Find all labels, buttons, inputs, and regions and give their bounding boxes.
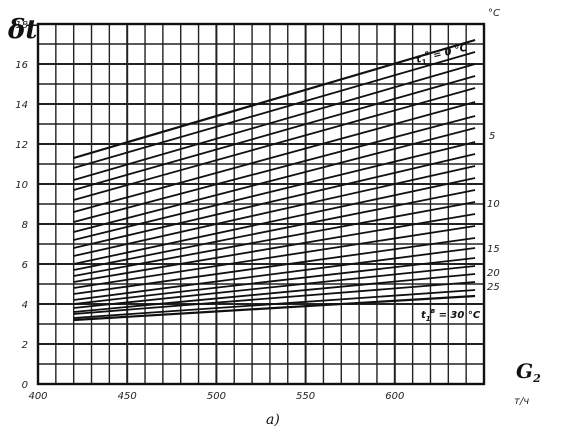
y-tick-label: 6	[22, 260, 28, 271]
bottom-curve-label: t1в = 30 °C	[421, 307, 481, 323]
y-tick-label: 0	[22, 380, 28, 391]
series-line-11	[73, 165, 476, 257]
series-line-1	[73, 38, 476, 160]
series-line-16	[73, 225, 476, 289]
y-tick-label: 14	[15, 100, 28, 111]
y-tick-label: 8	[22, 220, 28, 231]
x-tick-label: 400	[28, 391, 47, 402]
series-line-20	[73, 265, 476, 309]
side-label-20: 20	[487, 268, 500, 279]
series-line-4	[73, 75, 476, 191]
y-tick-label: 4	[22, 300, 28, 311]
side-label-15: 15	[487, 244, 500, 255]
series-line-7	[73, 115, 476, 223]
series-line-17	[73, 237, 476, 295]
series-line-12	[73, 177, 476, 265]
series-line-18	[73, 247, 476, 301]
x-axis-unit: т/ч	[514, 396, 529, 407]
series-line-23	[73, 289, 476, 319]
series-line-8	[73, 127, 476, 233]
series-line-15	[73, 213, 476, 283]
tick-labels: 400 450 500 550 600 0 2 4 6 8 10 12 14 16 18	[15, 20, 404, 402]
series-line-21	[73, 273, 476, 313]
side-label-25: 25	[487, 282, 500, 293]
x-tick-label: 550	[296, 391, 315, 402]
x-tick-label: 500	[207, 391, 226, 402]
y-axis-unit: °C	[488, 8, 500, 19]
y-tick-label: 12	[15, 140, 28, 151]
series-lines	[73, 38, 476, 322]
y-tick-label: 10	[15, 180, 28, 191]
side-label-10: 10	[487, 199, 500, 210]
grid	[36, 22, 486, 386]
x-tick-label: 600	[385, 391, 404, 402]
series-line-10	[73, 153, 476, 249]
y-tick-label: 2	[22, 340, 28, 351]
series-line-13	[73, 189, 476, 271]
y-axis-label: δt	[7, 15, 37, 45]
series-line-5	[73, 87, 476, 201]
y-tick-label: 18	[15, 20, 28, 31]
series-line-19	[73, 257, 476, 305]
series-line-3	[73, 63, 476, 181]
x-axis-label: G2	[516, 359, 541, 385]
series-line-22	[73, 281, 476, 315]
plot-frame	[36, 22, 486, 386]
series-line-2	[73, 51, 476, 169]
series-line-9	[73, 141, 476, 241]
side-label-5: 5	[489, 131, 495, 142]
figure-caption: а)	[266, 412, 280, 428]
series-line-14	[73, 201, 476, 277]
series-line-6	[73, 101, 476, 213]
x-tick-label: 450	[118, 391, 137, 402]
series-line-24	[73, 294, 476, 322]
y-tick-label: 16	[15, 60, 28, 71]
